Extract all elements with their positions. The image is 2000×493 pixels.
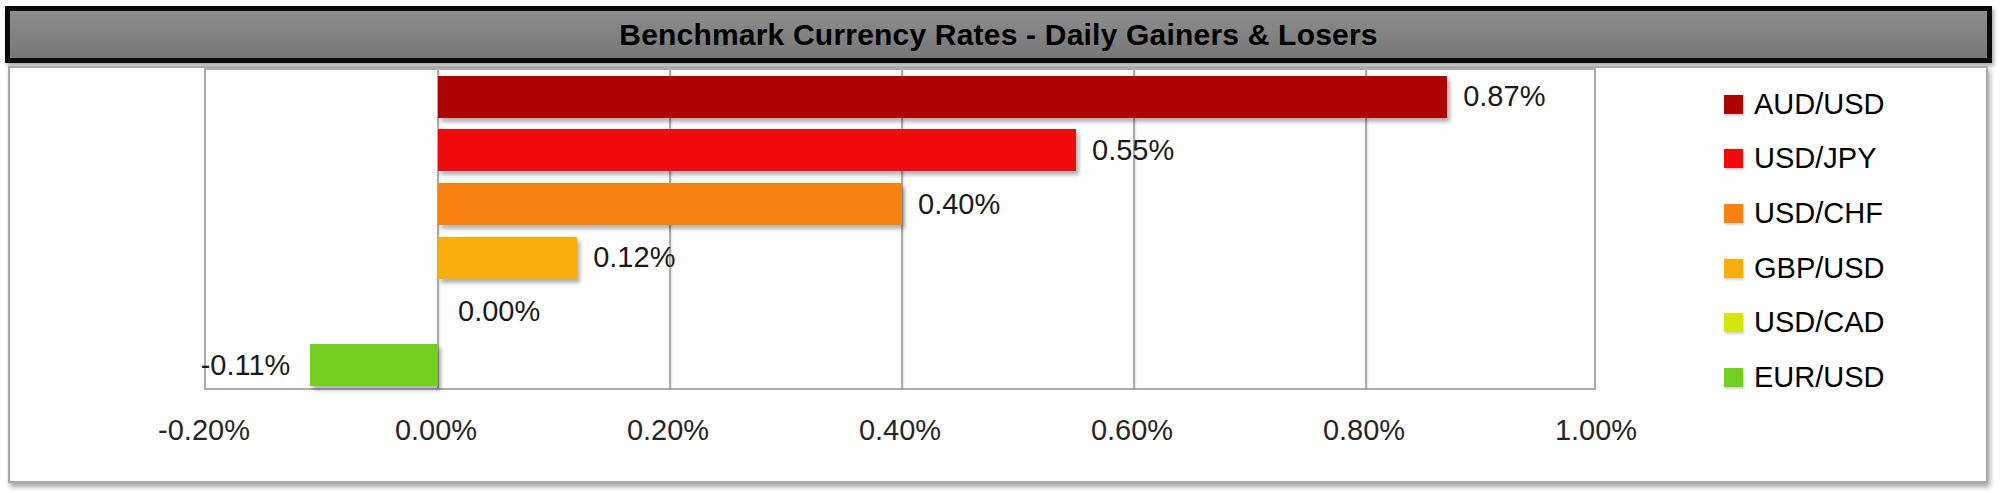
bar-row-eur-usd: -0.11% [206, 338, 1594, 392]
legend-color-swatch [1724, 204, 1743, 223]
legend-item-usd-cad[interactable]: USD/CAD [1724, 295, 1885, 350]
legend-label: GBP/USD [1754, 252, 1885, 285]
legend-label: USD/JPY [1754, 142, 1876, 175]
legend-label: AUD/USD [1754, 88, 1885, 121]
bar-row-usd-jpy: 0.55% [206, 124, 1594, 178]
legend-item-gbp-usd[interactable]: GBP/USD [1724, 241, 1885, 296]
legend-color-swatch [1724, 149, 1743, 168]
legend-item-aud-usd[interactable]: AUD/USD [1724, 77, 1885, 132]
legend-color-swatch [1724, 259, 1743, 278]
value-label-usd-jpy: 0.55% [1092, 124, 1174, 178]
bar-eur-usd[interactable] [310, 344, 438, 386]
x-tick-label: 1.00% [1555, 414, 1637, 447]
bar-row-usd-cad: 0.00% [206, 285, 1594, 339]
bar-row-gbp-usd: 0.12% [206, 231, 1594, 285]
legend-label: USD/CHF [1754, 197, 1883, 230]
bar-row-usd-chf: 0.40% [206, 177, 1594, 231]
x-tick-label: 0.00% [395, 414, 477, 447]
legend: AUD/USD USD/JPY USD/CHF GBP/USD USD/CAD EUR/U… [1724, 77, 1885, 405]
legend-item-usd-chf[interactable]: USD/CHF [1724, 186, 1885, 241]
legend-item-eur-usd[interactable]: EUR/USD [1724, 350, 1885, 405]
x-tick-label: 0.60% [1091, 414, 1173, 447]
chart-title-bar: Benchmark Currency Rates - Daily Gainers… [5, 6, 1992, 63]
x-tick-label: 0.20% [627, 414, 709, 447]
value-label-aud-usd: 0.87% [1463, 70, 1545, 124]
x-tick-label: 0.80% [1323, 414, 1405, 447]
bar-row-aud-usd: 0.87% [206, 70, 1594, 124]
bar-usd-chf[interactable] [438, 183, 902, 225]
legend-color-swatch [1724, 368, 1743, 387]
legend-color-swatch [1724, 95, 1743, 114]
bar-usd-jpy[interactable] [438, 129, 1076, 171]
x-tick-label: -0.20% [158, 414, 250, 447]
value-label-usd-chf: 0.40% [918, 177, 1000, 231]
x-tick-label: 0.40% [859, 414, 941, 447]
bar-gbp-usd[interactable] [438, 237, 577, 279]
bar-aud-usd[interactable] [438, 76, 1447, 118]
value-label-eur-usd: -0.11% [201, 338, 291, 392]
value-label-gbp-usd: 0.12% [593, 231, 675, 285]
legend-label: EUR/USD [1754, 361, 1885, 394]
legend-label: USD/CAD [1754, 306, 1885, 339]
plot-area: 0.87%0.55%0.40%0.12%0.00%-0.11% [204, 68, 1596, 390]
value-label-usd-cad: 0.00% [458, 285, 540, 339]
currency-rates-chart: Benchmark Currency Rates - Daily Gainers… [0, 0, 2000, 493]
legend-color-swatch [1724, 313, 1743, 332]
legend-item-usd-jpy[interactable]: USD/JPY [1724, 132, 1885, 187]
chart-body: 0.87%0.55%0.40%0.12%0.00%-0.11% -0.20%0.… [8, 66, 1988, 483]
chart-title: Benchmark Currency Rates - Daily Gainers… [619, 18, 1377, 52]
